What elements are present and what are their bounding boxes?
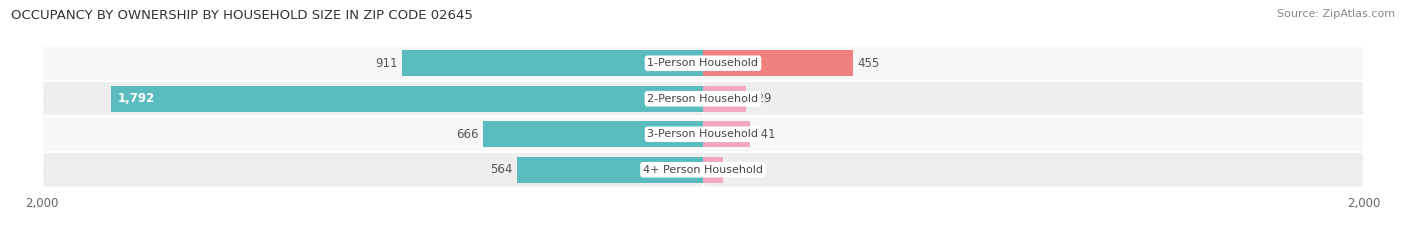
Text: 141: 141	[754, 128, 776, 141]
Bar	[703, 51, 853, 76]
FancyBboxPatch shape	[42, 116, 1364, 152]
FancyBboxPatch shape	[42, 152, 1364, 188]
Text: OCCUPANCY BY OWNERSHIP BY HOUSEHOLD SIZE IN ZIP CODE 02645: OCCUPANCY BY OWNERSHIP BY HOUSEHOLD SIZE…	[11, 9, 474, 22]
Bar	[402, 51, 703, 76]
Text: 1-Person Household: 1-Person Household	[648, 58, 758, 68]
Text: 666: 666	[457, 128, 479, 141]
FancyBboxPatch shape	[42, 81, 1364, 116]
Text: 4+ Person Household: 4+ Person Household	[643, 165, 763, 175]
Text: 911: 911	[375, 57, 398, 70]
Bar	[703, 157, 723, 182]
Text: 564: 564	[491, 163, 513, 176]
Text: 129: 129	[749, 92, 772, 105]
Bar	[703, 121, 749, 147]
Text: 60: 60	[727, 163, 741, 176]
Bar	[111, 86, 703, 112]
Bar	[482, 121, 703, 147]
Text: 1,792: 1,792	[118, 92, 155, 105]
Text: Source: ZipAtlas.com: Source: ZipAtlas.com	[1277, 9, 1395, 19]
Text: 3-Person Household: 3-Person Household	[648, 129, 758, 139]
Text: 2-Person Household: 2-Person Household	[647, 94, 759, 104]
Bar	[516, 157, 703, 182]
Text: 455: 455	[858, 57, 880, 70]
Bar	[703, 86, 745, 112]
FancyBboxPatch shape	[42, 45, 1364, 81]
